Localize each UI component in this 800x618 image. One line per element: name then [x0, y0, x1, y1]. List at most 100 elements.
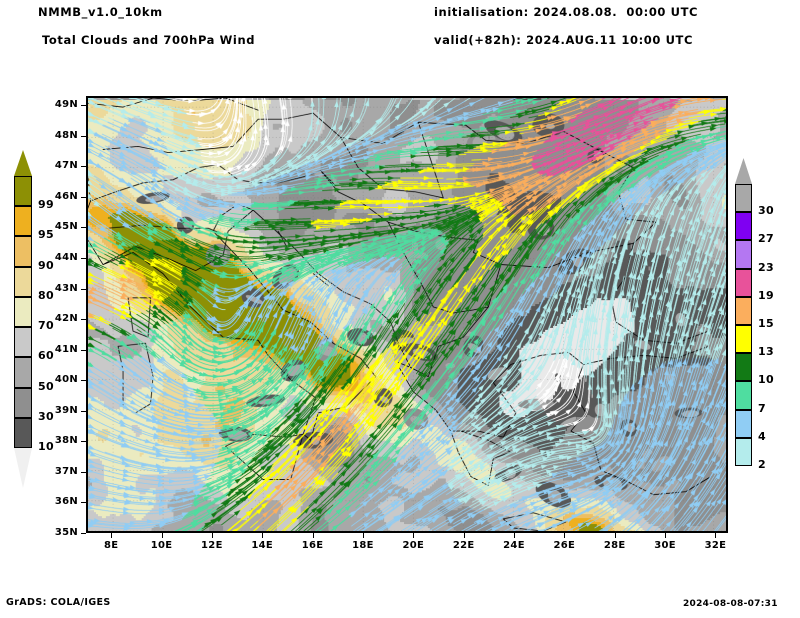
colorbar-tick-label: 90: [38, 258, 54, 272]
lon-tick-mark: [413, 533, 415, 538]
lon-tick-label: 20E: [402, 540, 425, 551]
colorbar-tick-label: 30: [758, 204, 774, 218]
colorbar-band: [14, 357, 32, 388]
map-render-canvas: [88, 98, 726, 531]
colorbar-edge: [735, 184, 737, 466]
lon-tick-mark: [614, 533, 616, 538]
lon-tick-mark: [514, 533, 515, 538]
colorbar-top-cap: [14, 150, 32, 176]
colorbar-band: [14, 236, 32, 267]
colorbar-tick-label: 60: [38, 349, 54, 363]
colorbar-bottom-cap: [14, 448, 32, 488]
lon-tick-mark: [463, 533, 465, 538]
lon-tick-label: 22E: [452, 540, 475, 551]
colorbar-tick-label: 15: [758, 317, 774, 330]
lon-tick-mark: [564, 533, 566, 538]
colorbar-tick-label: 19: [758, 288, 774, 302]
lon-tick-label: 16E: [301, 540, 324, 551]
colorbar-tick-label: 99: [38, 198, 54, 212]
lat-tick-label: 46N: [54, 190, 78, 202]
lat-tick-label: 49N: [54, 99, 78, 111]
colorbar-band: [735, 353, 752, 382]
lat-tick-label: 47N: [54, 160, 78, 172]
colorbar-band: [14, 417, 32, 448]
lon-tick-mark: [715, 533, 717, 538]
colorbar-tick-label: 10: [38, 440, 54, 453]
lat-tick-mark: [81, 441, 86, 443]
lat-tick-label: 41N: [54, 343, 78, 355]
lat-tick-mark: [81, 105, 86, 107]
lat-tick-label: 39N: [54, 404, 78, 416]
colorbar-tick-label: 95: [38, 228, 54, 242]
wind-speed-colorbar: 30 27 23 19 15 13 10 7 4 2: [735, 158, 774, 506]
colorbar-tick-label: 4: [758, 429, 766, 443]
lon-tick-mark: [211, 533, 213, 538]
lat-tick-label: 36N: [54, 496, 78, 508]
lon-tick-label: 30E: [654, 540, 676, 551]
lon-tick-label: 10E: [150, 540, 173, 551]
lon-tick-mark: [312, 533, 314, 538]
lat-tick-mark: [81, 349, 86, 351]
lat-tick-label: 38N: [54, 435, 78, 447]
lat-tick-mark: [81, 502, 86, 504]
lon-tick-label: 12E: [201, 540, 223, 551]
lon-tick-mark: [362, 533, 364, 538]
colorbar-band: [735, 437, 752, 466]
lat-tick-mark: [81, 227, 86, 229]
lon-tick-mark: [161, 533, 163, 538]
colorbar-band: [14, 296, 32, 328]
colorbar-tick-label: 70: [38, 319, 54, 333]
colorbar-band: [735, 184, 752, 213]
lon-tick-label: 14E: [251, 540, 274, 551]
colorbar-tick-label: 23: [758, 260, 774, 274]
colorbar-band: [14, 206, 32, 237]
lat-tick-mark: [81, 288, 86, 290]
colorbar-band: [735, 381, 752, 410]
lat-tick-mark: [81, 257, 86, 259]
initialisation-time: initialisation: 2024.08.08. 00:00 UTC: [434, 5, 699, 19]
lat-tick-mark: [81, 135, 86, 137]
grads-credit: GrADS: COLA/IGES: [6, 597, 111, 608]
colorbar-bottom-cap: [735, 466, 752, 506]
lat-tick-mark: [81, 471, 86, 473]
colorbar-tick-label: 13: [758, 345, 774, 359]
colorbar-tick-label: 50: [38, 379, 54, 393]
lat-tick-mark: [81, 380, 86, 382]
lat-tick-mark: [81, 196, 86, 198]
colorbar-tick-label: 10: [758, 373, 774, 387]
lat-tick-label: 35N: [54, 527, 78, 538]
lat-tick-mark: [81, 319, 86, 321]
colorbar-edge: [14, 176, 16, 448]
cloud-cover-colorbar: 99 95 90 80 70 60 50 30 10: [14, 150, 54, 488]
lat-tick-label: 45N: [54, 221, 78, 233]
model-title: NMMB_v1.0_10km: [38, 5, 163, 19]
colorbar-band: [735, 268, 752, 297]
colorbar-band: [735, 296, 752, 325]
lat-tick-label: 43N: [54, 282, 78, 294]
colorbar-band: [735, 409, 752, 438]
lat-tick-label: 44N: [54, 251, 78, 263]
colorbar-band: [735, 325, 752, 354]
lon-tick-label: 32E: [704, 540, 727, 551]
lon-tick-label: 26E: [553, 540, 576, 551]
lat-tick-label: 37N: [54, 465, 78, 477]
lon-tick-label: 28E: [603, 540, 626, 551]
lat-tick-mark: [81, 166, 86, 168]
lon-tick-label: 18E: [352, 540, 374, 551]
map-plot-area: [86, 96, 728, 533]
colorbar-top-cap: [735, 158, 752, 184]
colorbar-tick-label: 2: [758, 458, 766, 471]
colorbar-band: [14, 327, 32, 358]
colorbar-band: [14, 176, 32, 207]
lon-tick-mark: [665, 533, 667, 538]
colorbar-edge: [750, 184, 752, 466]
colorbar-band: [735, 212, 752, 241]
lat-tick-mark: [81, 410, 86, 412]
lat-tick-mark: [81, 533, 86, 534]
render-stamp: 2024-08-08-07:31: [683, 599, 778, 609]
lat-tick-label: 40N: [54, 374, 78, 386]
lon-tick-mark: [111, 533, 113, 538]
colorbar-tick-label: 30: [38, 409, 54, 423]
lon-tick-label: 8E: [103, 540, 119, 551]
